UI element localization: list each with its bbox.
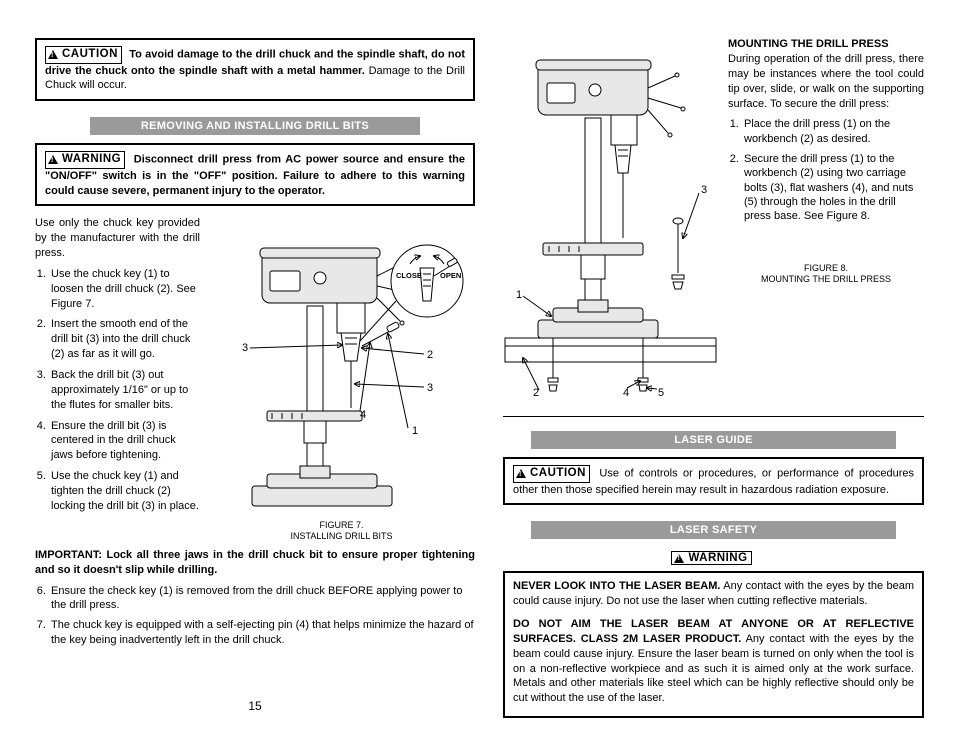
figure-7-svg: CLOSE OPEN 3 2 3 1 4 xyxy=(212,216,472,516)
step-4: Ensure the drill bit (3) is centered in … xyxy=(49,419,200,464)
warning-box-1: WARNING Disconnect drill press from AC p… xyxy=(35,143,475,206)
svg-text:5: 5 xyxy=(658,387,664,399)
svg-text:1: 1 xyxy=(412,425,418,437)
caution-box-2: CAUTION Use of controls or procedures, o… xyxy=(503,457,924,505)
warning-para: WARNING Disconnect drill press from AC p… xyxy=(45,151,465,198)
svg-text:OPEN: OPEN xyxy=(440,271,461,280)
steps-col: Use only the chuck key provided by the m… xyxy=(35,216,200,542)
svg-text:4: 4 xyxy=(623,387,629,399)
warning-badge-2: WARNING xyxy=(671,551,751,565)
section-bar-laser-guide: LASER GUIDE xyxy=(503,431,924,449)
mount-heading: MOUNTING THE DRILL PRESS xyxy=(728,38,924,50)
steps-list: Use the chuck key (1) to loosen the dril… xyxy=(35,267,200,514)
safety-p2: DO NOT AIM THE LASER BEAM AT ANYONE OR A… xyxy=(513,617,914,706)
figure-8-svg: 3 1 2 4 5 xyxy=(503,38,718,408)
steps-figure-row: Use only the chuck key provided by the m… xyxy=(35,216,475,542)
step-7: The chuck key is equipped with a self-ej… xyxy=(49,618,475,647)
caution2-para: CAUTION Use of controls or procedures, o… xyxy=(513,465,914,497)
svg-text:3: 3 xyxy=(701,184,707,196)
step-3: Back the drill bit (3) out approximately… xyxy=(49,368,200,413)
laser-safety-box: NEVER LOOK INTO THE LASER BEAM. Any cont… xyxy=(503,571,924,718)
svg-text:4: 4 xyxy=(360,409,366,421)
svg-text:3: 3 xyxy=(427,382,433,394)
intro-text: Use only the chuck key provided by the m… xyxy=(35,216,200,261)
fig8-caption: FIGURE 8. MOUNTING THE DRILL PRESS xyxy=(728,263,924,285)
caution-para: CAUTION To avoid damage to the drill chu… xyxy=(45,46,465,93)
caution-box-1: CAUTION To avoid damage to the drill chu… xyxy=(35,38,475,101)
safety-p1: NEVER LOOK INTO THE LASER BEAM. Any cont… xyxy=(513,579,914,609)
warning-badge: WARNING xyxy=(45,151,125,169)
svg-text:2: 2 xyxy=(427,349,433,361)
mount-step-2: Secure the drill press (1) to the workbe… xyxy=(742,152,924,223)
mount-steps: Place the drill press (1) on the workben… xyxy=(728,117,924,223)
caution-badge-2: CAUTION xyxy=(513,465,590,483)
mount-step-1: Place the drill press (1) on the workben… xyxy=(742,117,924,146)
svg-text:1: 1 xyxy=(516,289,522,301)
figure-7-wrap: CLOSE OPEN 3 2 3 1 4 FIGURE 7. INSTALLIN… xyxy=(208,216,475,542)
steps-continued: Ensure the check key (1) is removed from… xyxy=(35,584,475,653)
step-1: Use the chuck key (1) to loosen the dril… xyxy=(49,267,200,312)
step-6: Ensure the check key (1) is removed from… xyxy=(49,584,475,613)
divider-1 xyxy=(503,416,924,417)
step-2: Insert the smooth end of the drill bit (… xyxy=(49,317,200,362)
fig7-caption: FIGURE 7. INSTALLING DRILL BITS xyxy=(290,520,392,542)
page-number: 15 xyxy=(35,699,475,713)
svg-text:CLOSE: CLOSE xyxy=(396,271,422,280)
right-column: 3 1 2 4 5 MOUNTING THE DRILL PRESS Durin… xyxy=(503,38,924,713)
figure-8-wrap: 3 1 2 4 5 xyxy=(503,38,718,408)
svg-text:3: 3 xyxy=(242,342,248,354)
mount-text: MOUNTING THE DRILL PRESS During operatio… xyxy=(728,38,924,408)
step-5: Use the chuck key (1) and tighten the dr… xyxy=(49,469,200,514)
mount-row: 3 1 2 4 5 MOUNTING THE DRILL PRESS Durin… xyxy=(503,38,924,408)
important-note: IMPORTANT: Lock all three jaws in the dr… xyxy=(35,548,475,578)
caution-badge: CAUTION xyxy=(45,46,122,64)
mount-para: During operation of the drill press, the… xyxy=(728,52,924,111)
left-column: CAUTION To avoid damage to the drill chu… xyxy=(35,38,475,713)
warning-badge-center: WARNING xyxy=(503,551,924,565)
section-bar-laser-safety: LASER SAFETY xyxy=(503,521,924,539)
section-bar-removing: REMOVING AND INSTALLING DRILL BITS xyxy=(35,117,475,135)
